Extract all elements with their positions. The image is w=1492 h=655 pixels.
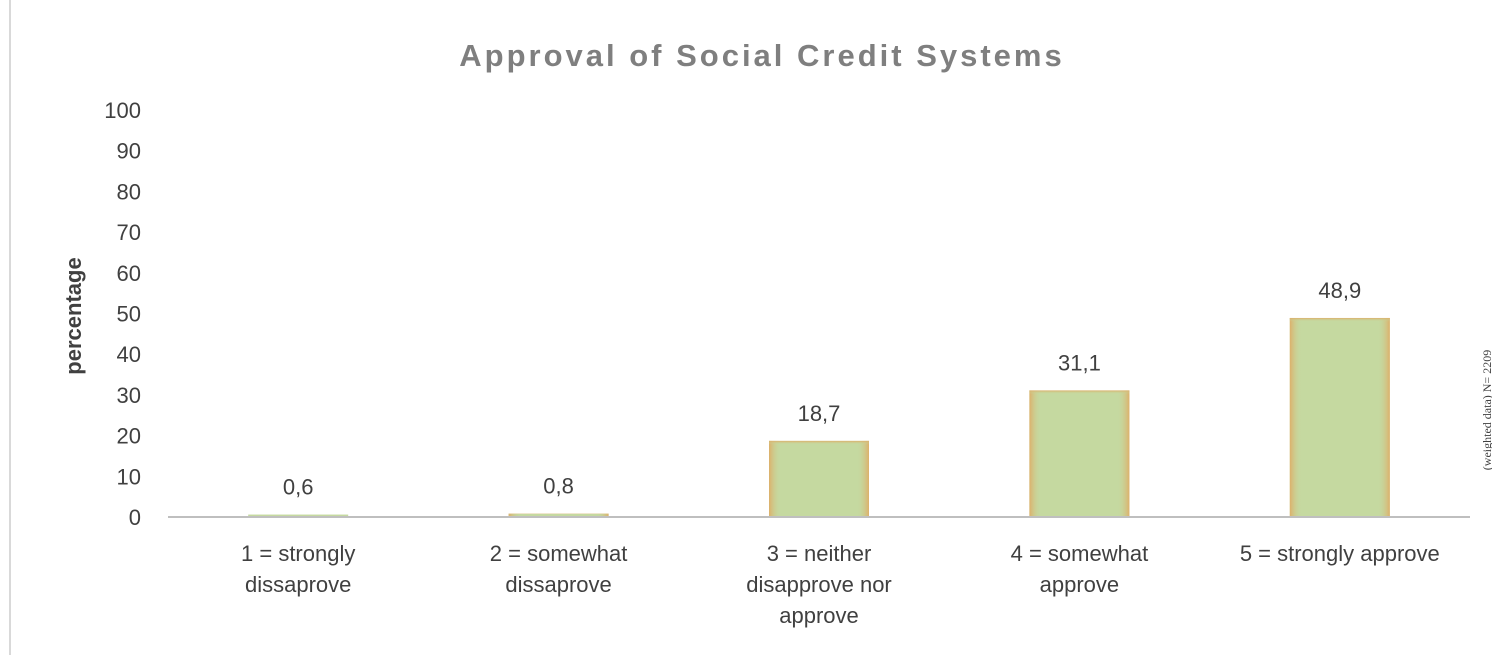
y-tick-label: 90 xyxy=(117,139,141,164)
y-tick-label: 30 xyxy=(117,383,141,408)
y-tick-label: 80 xyxy=(117,179,141,204)
y-tick-label: 20 xyxy=(117,424,141,449)
bar xyxy=(1289,317,1390,517)
x-tick-label: dissaprove xyxy=(245,572,351,597)
x-tick-label: dissaprove xyxy=(505,572,611,597)
bar-top-shade xyxy=(769,440,869,501)
x-tick-label: 4 = somewhat xyxy=(1011,541,1149,566)
y-axis-label: percentage xyxy=(61,257,86,374)
bar-top-shade xyxy=(1029,390,1130,451)
y-tick-label: 40 xyxy=(117,342,141,367)
bar xyxy=(248,514,349,517)
left-border xyxy=(9,0,11,655)
sample-note: (weighted data) N= 2209 xyxy=(1480,350,1492,470)
data-label: 0,8 xyxy=(543,474,574,499)
bar xyxy=(769,440,869,517)
y-tick-label: 50 xyxy=(117,302,141,327)
chart-title: Approval of Social Credit Systems xyxy=(459,38,1064,73)
bar xyxy=(508,513,609,517)
data-label: 48,9 xyxy=(1318,278,1361,303)
bar-fill xyxy=(248,514,349,517)
x-tick-label: approve xyxy=(1040,572,1120,597)
y-axis-ticks: 0 10 20 30 40 50 60 70 80 90 100 xyxy=(104,98,141,530)
y-tick-label: 100 xyxy=(104,98,141,123)
data-labels: 0,6 0,8 18,7 31,1 48,9 xyxy=(283,278,1361,500)
x-tick-label: disapprove nor xyxy=(746,572,892,597)
y-tick-label: 60 xyxy=(117,261,141,286)
data-label: 31,1 xyxy=(1058,350,1101,375)
x-tick-label: 2 = somewhat xyxy=(490,541,628,566)
data-label: 0,6 xyxy=(283,475,314,500)
x-tick-label: 1 = strongly xyxy=(241,541,355,566)
x-tick-label: 3 = neither xyxy=(767,541,872,566)
data-label: 18,7 xyxy=(798,401,841,426)
x-tick-label: approve xyxy=(779,603,859,628)
x-axis-labels: 1 = strongly dissaprove 2 = somewhat dissap… xyxy=(241,541,1440,628)
y-tick-label: 10 xyxy=(117,464,141,489)
bar-top-shade xyxy=(508,513,609,517)
bar-top-shade xyxy=(1289,317,1390,378)
x-tick-label: 5 = strongly approve xyxy=(1240,541,1440,566)
y-tick-label: 70 xyxy=(117,220,141,245)
bar xyxy=(1029,390,1130,517)
y-tick-label: 0 xyxy=(129,505,141,530)
bars xyxy=(248,317,1390,517)
